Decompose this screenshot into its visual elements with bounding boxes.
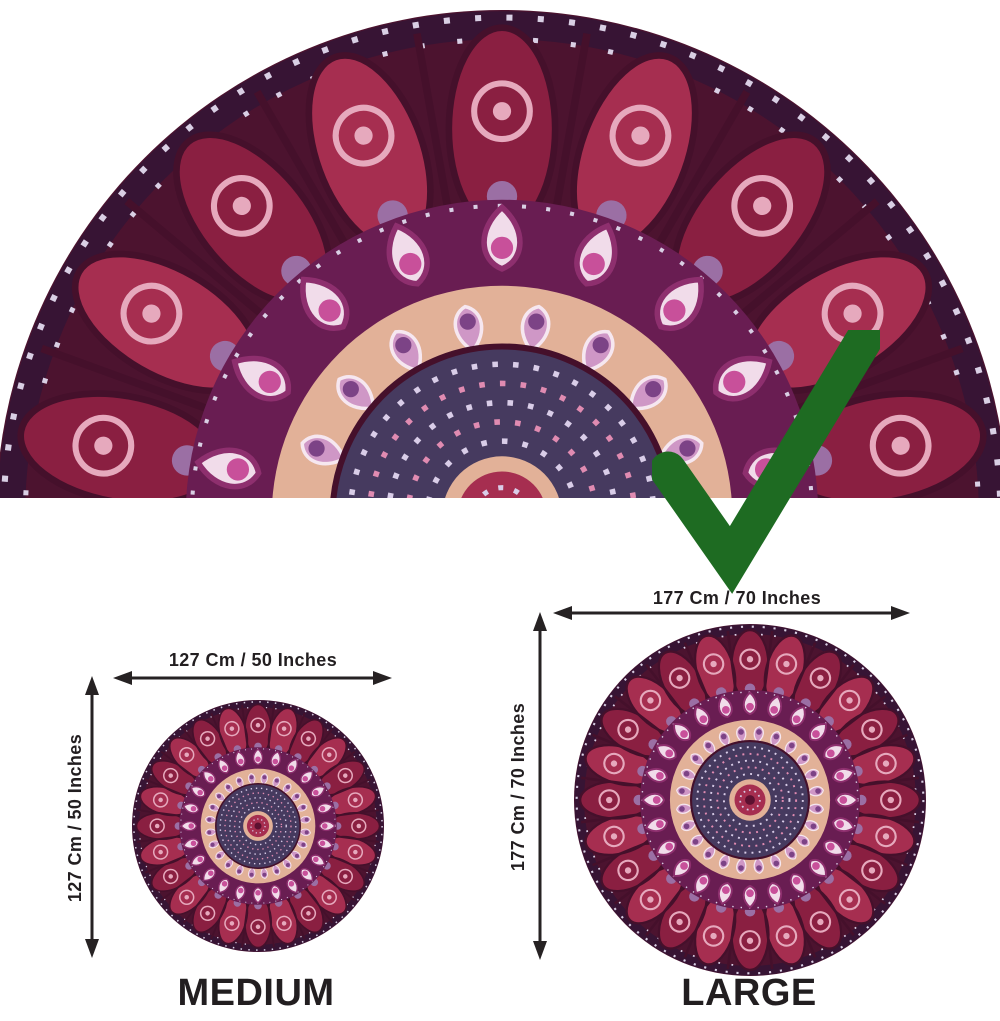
tapestry-large-image <box>574 624 926 976</box>
width-arrow <box>553 606 910 620</box>
size-name-label: MEDIUM <box>177 972 335 1014</box>
height-dimension-label: 177 Cm / 70 Inches <box>508 702 528 872</box>
checkmark-icon <box>652 330 880 594</box>
tapestry-medium-image <box>132 700 384 952</box>
height-arrow <box>85 676 99 958</box>
width-dimension-label: 177 Cm / 70 Inches <box>652 588 822 608</box>
width-dimension-label: 127 Cm / 50 Inches <box>168 650 338 670</box>
height-dimension-label: 127 Cm / 50 Inches <box>65 733 85 903</box>
checkmark-stroke <box>652 330 880 594</box>
height-arrow <box>533 612 547 960</box>
size-name-label: LARGE <box>681 972 817 1014</box>
width-arrow <box>113 671 392 685</box>
tapestry-hero-halfcircle-image <box>0 10 1000 498</box>
